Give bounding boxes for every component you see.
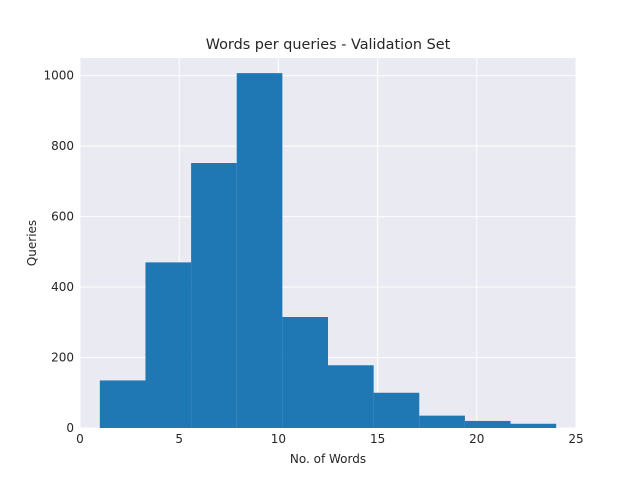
x-axis-ticks: 0 5 10 15 20 25 (76, 432, 583, 446)
histogram-bar (145, 262, 192, 428)
y-tick-label: 1000 (43, 69, 74, 83)
histogram-bar (99, 380, 146, 428)
y-tick-label: 200 (51, 351, 74, 365)
y-tick-label: 600 (51, 210, 74, 224)
histogram-bars (99, 73, 557, 429)
x-tick-label: 5 (175, 432, 183, 446)
x-tick-label: 15 (370, 432, 385, 446)
histogram-bar (510, 423, 557, 428)
x-tick-label: 25 (568, 432, 583, 446)
y-axis-ticks: 0 200 400 600 800 1000 (43, 69, 74, 435)
x-tick-label: 20 (469, 432, 484, 446)
x-tick-label: 0 (76, 432, 84, 446)
histogram-bar (419, 415, 465, 428)
histogram-bar (191, 163, 237, 428)
histogram-bar (328, 365, 374, 428)
y-tick-label: 800 (51, 139, 74, 153)
y-tick-label: 400 (51, 280, 74, 294)
chart-title: Words per queries - Validation Set (206, 37, 451, 53)
histogram-bar (282, 317, 328, 428)
y-tick-label: 0 (66, 421, 74, 435)
y-axis-title: Queries (25, 220, 39, 266)
x-axis-title: No. of Words (290, 452, 366, 466)
histogram-bar (373, 392, 420, 428)
x-tick-label: 10 (271, 432, 286, 446)
histogram-bar (464, 420, 511, 428)
histogram-bar (236, 73, 283, 429)
